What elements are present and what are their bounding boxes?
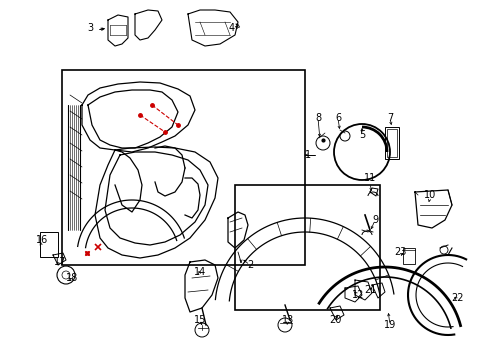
Text: 10: 10 [423,190,435,200]
Text: 23: 23 [393,247,406,257]
Text: 8: 8 [314,113,321,123]
Text: 9: 9 [371,215,377,225]
Bar [40,232,58,257]
Bar [402,248,414,264]
Bar [384,127,398,159]
Text: 1: 1 [305,150,310,160]
Bar [235,185,379,310]
Text: 12: 12 [351,290,364,300]
Text: 17: 17 [54,257,66,267]
Text: 15: 15 [193,315,206,325]
Text: 2: 2 [246,260,253,270]
Text: 22: 22 [451,293,463,303]
Bar [386,129,396,157]
Text: 13: 13 [281,315,293,325]
Text: 7: 7 [386,113,392,123]
Text: 14: 14 [193,267,206,277]
Text: 16: 16 [36,235,48,245]
Text: 18: 18 [66,273,78,283]
Text: 19: 19 [383,320,395,330]
Text: 21: 21 [363,285,375,295]
Text: 11: 11 [363,173,375,183]
Bar [62,70,305,265]
Text: 3: 3 [87,23,93,33]
Text: 5: 5 [358,130,365,140]
Text: 6: 6 [334,113,340,123]
Text: 20: 20 [328,315,341,325]
Text: 4: 4 [228,23,235,33]
